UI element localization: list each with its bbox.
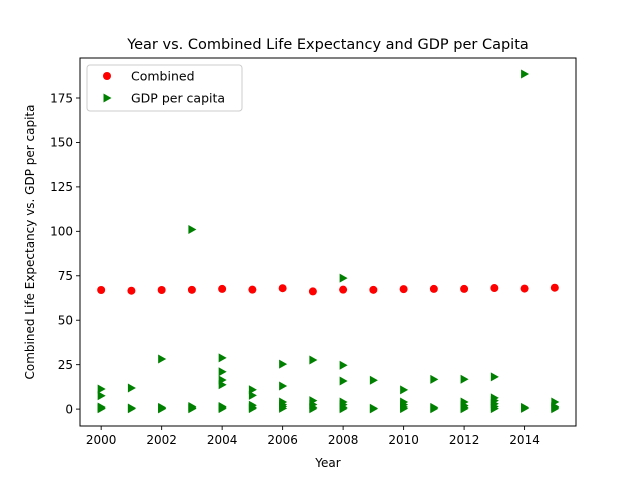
x-tick-label: 2012 (449, 433, 480, 447)
gdp-per-capita-point (460, 404, 469, 414)
gdp-per-capita-point (400, 385, 409, 395)
gdp-per-capita-point (551, 404, 560, 414)
combined-series (97, 283, 559, 296)
combined-point (218, 284, 227, 293)
combined-point (97, 286, 106, 294)
combined-point (248, 285, 257, 294)
gdp-per-capita-point (521, 403, 530, 413)
combined-point (127, 286, 136, 295)
legend-marker-gdp-per-capita (103, 93, 112, 103)
gdp-per-capita-point (188, 225, 197, 235)
legend-label-gdp-per-capita: GDP per capita (131, 91, 225, 106)
y-tick-label: 25 (58, 358, 73, 372)
combined-point (550, 283, 559, 292)
x-tick-label: 2008 (328, 433, 359, 447)
legend-box (86, 64, 243, 112)
x-tick-label: 2006 (267, 433, 298, 447)
y-axis-label: Combined Life Expectancy vs. GDP per cap… (23, 105, 37, 380)
combined-point (369, 285, 378, 294)
x-tick-label: 2000 (86, 433, 117, 447)
combined-point (520, 284, 529, 293)
gdp-per-capita-point (369, 375, 378, 385)
gdp-per-capita-point (97, 404, 106, 414)
gdp-per-capita-point (309, 404, 318, 414)
combined-point (187, 285, 196, 294)
gdp-per-capita-point (127, 404, 136, 414)
gdp-per-capita-point (158, 404, 167, 414)
chart-title: Year vs. Combined Life Expectancy and GD… (126, 37, 529, 53)
combined-point (429, 284, 438, 293)
gdp-per-capita-point (97, 391, 106, 401)
y-tick-label: 0 (65, 402, 73, 416)
gdp-per-capita-point (218, 353, 227, 363)
legend-marker-combined (103, 72, 111, 80)
gdp-per-capita-point (430, 374, 439, 384)
gdp-per-capita-point (490, 404, 499, 414)
gdp-per-capita-point (369, 404, 378, 414)
gdp-per-capita-point (279, 381, 288, 391)
gdp-per-capita-point (218, 404, 227, 414)
y-tick-label: 50 (58, 314, 73, 328)
gdp-per-capita-point (97, 384, 106, 394)
axes-frame (79, 57, 577, 427)
x-tick-label: 2002 (146, 433, 177, 447)
gdp-per-capita-point (188, 404, 197, 414)
y-tick-label: 75 (58, 269, 73, 283)
gdp-per-capita-point (400, 404, 409, 414)
gdp-per-capita-point (339, 404, 348, 414)
gdp-per-capita-point (339, 273, 348, 283)
plot-area (97, 69, 560, 414)
legend: Combined GDP per capita (86, 64, 243, 112)
gdp-per-capita-point (339, 360, 348, 370)
gdp-per-capita-point (218, 380, 227, 390)
combined-point (278, 284, 287, 293)
gdp-per-capita-point (521, 69, 530, 79)
gdp-per-capita-point (309, 355, 318, 365)
gdp-per-capita-point (339, 376, 348, 386)
gdp-per-capita-series (97, 69, 560, 414)
combined-point (339, 285, 348, 294)
x-axis-label: Year (314, 456, 340, 470)
y-tick-label: 150 (50, 136, 73, 150)
gdp-per-capita-point (248, 385, 257, 395)
combined-point (490, 284, 499, 293)
x-tick-label: 2010 (388, 433, 419, 447)
gdp-per-capita-point (127, 383, 136, 393)
gdp-per-capita-point (430, 404, 439, 414)
y-tick-label: 100 (50, 225, 73, 239)
combined-point (399, 285, 408, 294)
gdp-per-capita-point (490, 372, 499, 382)
y-tick-label: 125 (50, 180, 73, 194)
gdp-per-capita-point (248, 404, 257, 414)
combined-point (157, 286, 166, 294)
x-tick-label: 2014 (509, 433, 540, 447)
gdp-per-capita-point (279, 403, 288, 413)
gdp-per-capita-point (218, 367, 227, 377)
legend-label-combined: Combined (131, 69, 195, 84)
y-tick-label: 175 (50, 91, 73, 105)
gdp-per-capita-point (460, 374, 469, 384)
x-tick-label: 2004 (207, 433, 238, 447)
gdp-per-capita-point (279, 359, 288, 369)
gdp-per-capita-point (158, 354, 167, 364)
gdp-per-capita-point (248, 390, 257, 400)
combined-point (308, 287, 317, 296)
combined-point (460, 284, 469, 293)
